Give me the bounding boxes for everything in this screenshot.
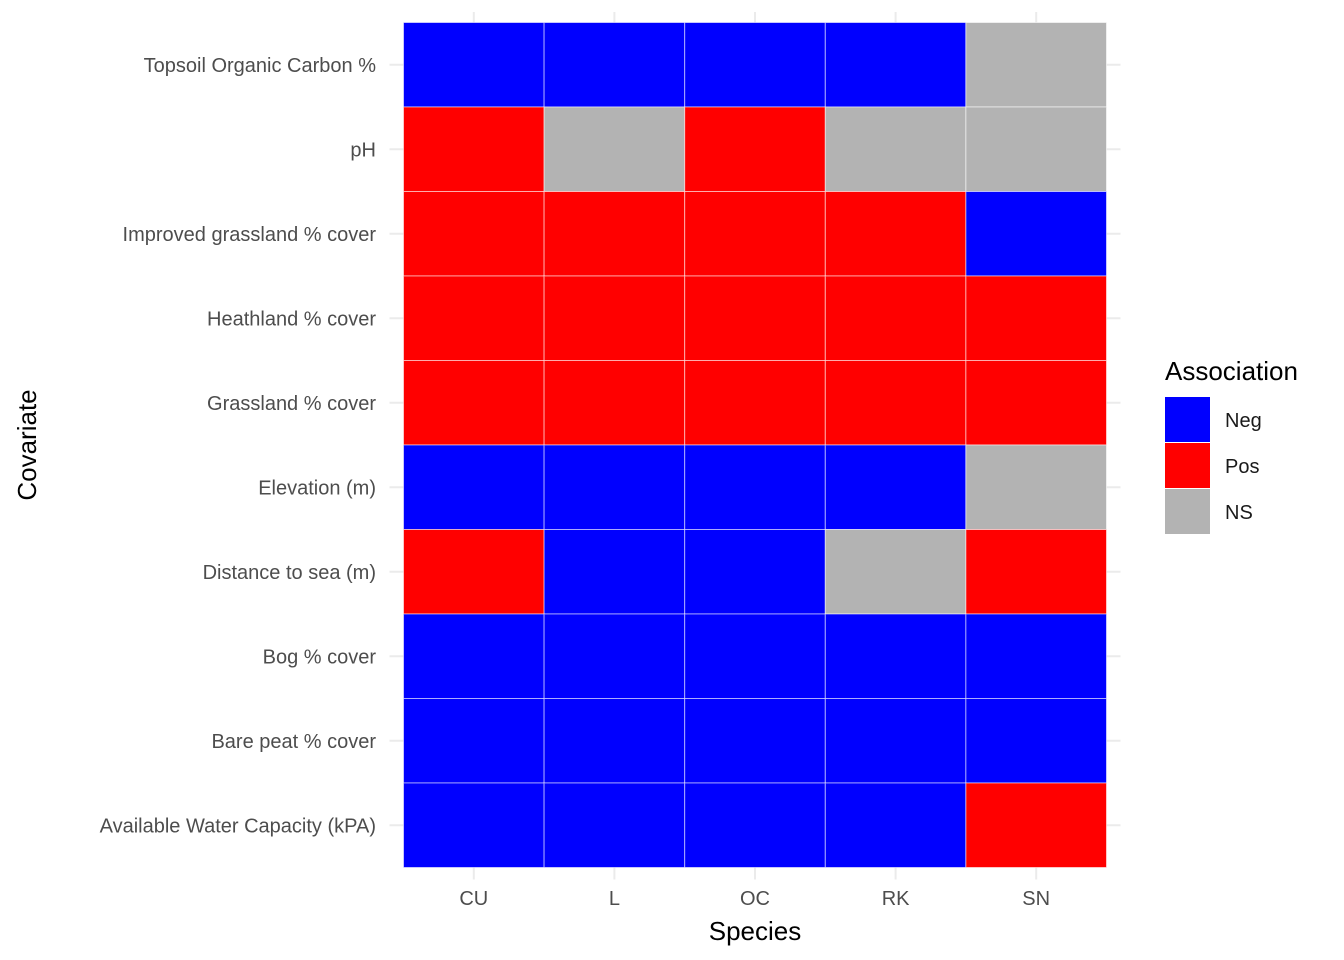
y-tick-label: Available Water Capacity (kPA) <box>100 815 376 837</box>
heatmap-cell <box>824 529 967 615</box>
x-axis-title: Species <box>709 916 802 946</box>
legend-title: Association <box>1165 356 1298 386</box>
heatmap-cell <box>824 191 967 277</box>
heatmap-cell <box>684 444 826 530</box>
y-tick-label: Distance to sea (m) <box>203 562 376 584</box>
heatmap-cell <box>684 106 826 192</box>
heatmap-cell <box>543 444 686 530</box>
heatmap-cell <box>965 613 1108 699</box>
heatmap-cell <box>403 106 545 192</box>
y-tick-label: Grassland % cover <box>207 393 376 415</box>
heatmap-cell <box>543 275 686 361</box>
heatmap-cell <box>543 782 686 868</box>
legend-swatch <box>1165 443 1210 488</box>
x-tick-label: OC <box>740 888 770 910</box>
heatmap-cell <box>684 191 826 277</box>
x-tick-label: SN <box>1022 888 1050 910</box>
y-tick-label: Topsoil Organic Carbon % <box>144 55 377 77</box>
heatmap-cell <box>684 360 826 446</box>
legend: Association Neg Pos NS <box>1165 356 1298 534</box>
heatmap-cell <box>965 698 1108 784</box>
legend-items: Neg Pos NS <box>1165 397 1262 534</box>
heatmap-cell <box>684 529 826 615</box>
heatmap-cell <box>403 698 545 784</box>
legend-label: NS <box>1225 502 1253 524</box>
heatmap-cell <box>403 275 545 361</box>
heatmap-cells <box>403 22 1108 868</box>
heatmap-cell <box>965 529 1108 615</box>
heatmap-cell <box>684 275 826 361</box>
legend-swatch <box>1165 397 1210 442</box>
heatmap-cell <box>824 613 967 699</box>
heatmap-cell <box>824 444 967 530</box>
x-tick-label: L <box>609 888 620 910</box>
heatmap-cell <box>824 22 967 108</box>
heatmap-cell <box>543 360 686 446</box>
heatmap-cell <box>403 529 545 615</box>
y-axis-title: Covariate <box>12 389 42 500</box>
heatmap-cell <box>684 698 826 784</box>
heatmap-cell <box>543 22 686 108</box>
heatmap-cell <box>824 106 967 192</box>
heatmap-cell <box>543 106 686 192</box>
heatmap-cell <box>965 191 1108 277</box>
legend-label: Neg <box>1225 410 1262 432</box>
heatmap-cell <box>684 22 826 108</box>
heatmap-cell <box>965 360 1108 446</box>
y-tick-label: Bare peat % cover <box>211 731 376 753</box>
y-tick-label: Heathland % cover <box>207 308 376 330</box>
heatmap-cell <box>684 782 826 868</box>
heatmap-cell <box>824 782 967 868</box>
y-tick-label: Improved grassland % cover <box>123 224 377 246</box>
heatmap-cell <box>543 529 686 615</box>
heatmap-cell <box>824 360 967 446</box>
heatmap-cell <box>543 698 686 784</box>
heatmap-cell <box>824 275 967 361</box>
y-axis-tick-labels: Topsoil Organic Carbon % pH Improved grass… <box>100 55 377 838</box>
y-tick-label: Bog % cover <box>263 646 377 668</box>
heatmap-cell <box>403 22 545 108</box>
heatmap-cell <box>403 613 545 699</box>
heatmap-cell <box>824 698 967 784</box>
heatmap-cell <box>684 613 826 699</box>
heatmap-cell <box>965 106 1108 192</box>
heatmap-cell <box>403 782 545 868</box>
heatmap-cell <box>965 275 1108 361</box>
heatmap-cell <box>543 613 686 699</box>
heatmap-cell <box>403 360 545 446</box>
heatmap-cell <box>965 782 1108 868</box>
heatmap-cell <box>403 191 545 277</box>
legend-swatch <box>1165 489 1210 534</box>
legend-label: Pos <box>1225 456 1259 478</box>
y-tick-label: Elevation (m) <box>258 477 376 499</box>
heatmap-cell <box>965 22 1108 108</box>
heatmap-cell <box>965 444 1108 530</box>
y-tick-label: pH <box>350 139 376 161</box>
x-tick-label: RK <box>882 888 910 910</box>
heatmap-cell <box>543 191 686 277</box>
x-tick-label: CU <box>459 888 488 910</box>
x-axis-tick-labels: CU L OC RK SN <box>459 888 1050 910</box>
heatmap-cell <box>403 444 545 530</box>
